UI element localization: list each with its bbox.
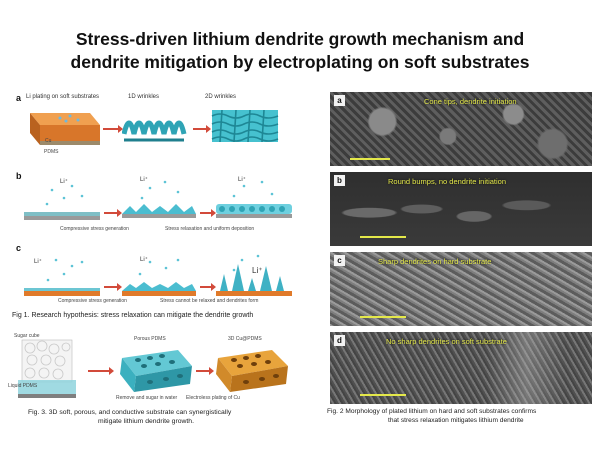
dendrite-formation-illustration <box>216 254 292 296</box>
step-label-1d-wrinkles: 1D wrinkles <box>128 94 160 100</box>
sem-annotation-c: Sharp dendrites on hard substrate <box>378 257 492 266</box>
title-line-2: dendrite mitigation by electroplating on… <box>70 52 530 72</box>
caption-stress-relaxation: Stress relaxation and uniform deposition <box>165 226 255 232</box>
flat-deposition-illustration <box>24 184 100 220</box>
cu-pdms-illustration <box>216 350 288 392</box>
process-arrow <box>104 283 122 291</box>
scale-bar <box>360 236 406 238</box>
sem-image-a: a Cone tips, dendrite initiation <box>330 92 592 166</box>
poster-title: Stress-driven lithium dendrite growth me… <box>0 28 600 74</box>
sugar-cube-label: Sugar cube <box>14 333 40 339</box>
porous-pdms-illustration <box>120 350 192 392</box>
uniform-deposition-illustration <box>216 180 292 218</box>
sem-annotation-b: Round bumps, no dendrite initiation <box>388 177 506 186</box>
cu-pdms-label: 3D Cu@PDMS <box>228 336 262 342</box>
porous-pdms-label: Porous PDMS <box>134 336 166 342</box>
fig3-caption-line-2: mitigate lithium dendrite growth. <box>98 418 194 425</box>
sem-label-c: c <box>334 255 345 266</box>
flat-substrate-illustration <box>30 113 100 145</box>
fig3-caption-line-1: Fig. 3. 3D soft, porous, and conductive … <box>28 409 232 416</box>
caption-dendrites-form: Stress cannot be relaxed and dendrites f… <box>160 298 259 304</box>
sem-image-c: c Sharp dendrites on hard substrate <box>330 252 592 326</box>
process-arrow <box>103 125 123 133</box>
scale-bar <box>360 316 406 318</box>
lithium-ion-label: Li⁺ <box>140 257 148 263</box>
wrinkles-2d-illustration <box>211 109 279 143</box>
caption-compressive-stress: Compressive stress generation <box>60 226 129 232</box>
fig2-caption-line-1: Fig. 2 Morphology of plated lithium on h… <box>327 408 537 415</box>
step-label-li-plating: Li plating on soft substrates <box>26 94 100 100</box>
process-arrow <box>196 367 214 375</box>
lithium-ion-label: Li⁺ <box>34 259 42 265</box>
sem-label-a: a <box>334 95 345 106</box>
process-arrow <box>193 125 211 133</box>
sem-annotation-a: Cone tips, dendrite initiation <box>424 97 517 106</box>
stress-deposition-illustration <box>122 180 196 218</box>
lithium-ion-label: Li⁺ <box>252 266 263 275</box>
process-arrow <box>200 209 216 217</box>
process-arrow <box>88 367 114 375</box>
hard-stress-deposition-illustration <box>122 258 196 296</box>
sem-label-b: b <box>334 175 345 186</box>
sem-image-d: d No sharp dendrites on soft substrate <box>330 332 592 404</box>
lithium-ion-label: Li⁺ <box>238 177 246 183</box>
step-label-2d-wrinkles: 2D wrinkles <box>205 94 237 100</box>
caption-compressive-stress: Compressive stress generation <box>58 298 127 304</box>
pdms-layer-label: PDMS <box>44 149 59 155</box>
sem-annotation-d: No sharp dendrites on soft substrate <box>386 337 507 346</box>
step-dissolve-sugar: Remove and sugar in water <box>116 395 178 401</box>
scale-bar <box>360 394 406 396</box>
lithium-ion-label: Li⁺ <box>60 179 68 185</box>
liquid-pdms-label: Liquid PDMS <box>8 383 38 389</box>
hard-flat-deposition-illustration <box>24 258 100 296</box>
fig1-caption: Fig 1. Research hypothesis: stress relax… <box>12 312 254 319</box>
step-electroless-plating: Electroless plating of Cu <box>186 395 240 401</box>
process-arrow <box>104 209 122 217</box>
cu-layer-label: Cu <box>45 138 52 144</box>
sem-label-d: d <box>334 335 345 346</box>
panel-label-c: c <box>16 243 22 253</box>
wrinkles-1d-illustration <box>122 120 187 142</box>
fig2-caption-line-2: that stress relaxation mitigates lithium… <box>388 417 524 424</box>
panel-label-a: a <box>16 93 22 103</box>
sem-image-b: b Round bumps, no dendrite initiation <box>330 172 592 246</box>
scale-bar <box>350 158 390 160</box>
process-arrow <box>200 283 216 291</box>
lithium-ion-label: Li⁺ <box>140 177 148 183</box>
title-line-1: Stress-driven lithium dendrite growth me… <box>75 29 525 49</box>
panel-label-b: b <box>16 171 22 181</box>
sugar-cube-illustration <box>18 339 76 398</box>
